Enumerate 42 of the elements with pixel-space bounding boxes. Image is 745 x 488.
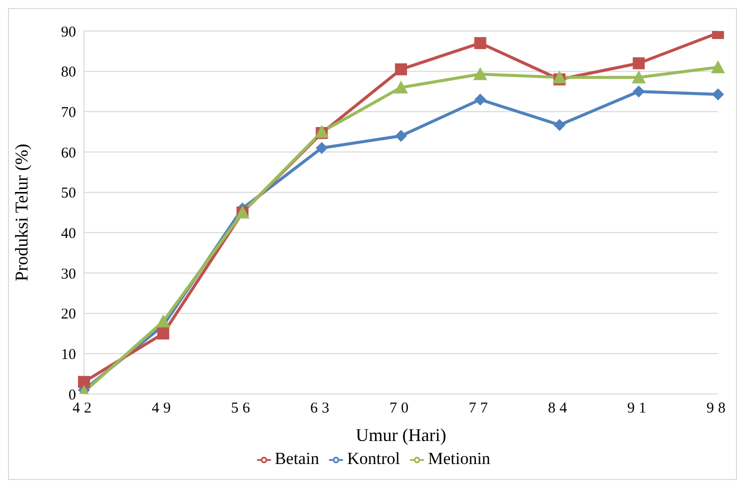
legend-label: Betain — [274, 449, 320, 468]
y-tick-label: 80 — [61, 64, 76, 81]
y-tick-label: 0 — [68, 387, 76, 404]
x-tick-label: 63 — [310, 400, 334, 417]
point — [632, 86, 645, 98]
y-tick-label: 20 — [61, 306, 76, 323]
y-tick-label: 40 — [61, 226, 76, 242]
point — [395, 130, 407, 142]
y-tick-label: 10 — [61, 346, 76, 363]
point — [78, 376, 90, 388]
point — [554, 118, 566, 131]
point — [394, 80, 408, 94]
point — [156, 314, 170, 328]
x-tick-label: 91 — [627, 400, 650, 417]
x-tick-label: 56 — [231, 400, 254, 417]
y-tick-label: 90 — [61, 24, 76, 40]
point — [632, 70, 646, 84]
point — [632, 57, 645, 70]
x-tick-label: 77 — [468, 400, 492, 417]
x-axis-title: Umur (Hari) — [356, 425, 446, 445]
point — [712, 88, 724, 100]
legend-label: Metionin — [428, 449, 490, 468]
x-tick-label: 98 — [706, 400, 730, 417]
x-tick-label: 84 — [548, 400, 571, 417]
y-axis-title: Produksi Telur (%) — [11, 144, 32, 282]
point — [314, 124, 329, 138]
y-tick-label: 30 — [61, 266, 76, 282]
point — [552, 70, 566, 84]
y-tick-label: 60 — [61, 145, 76, 162]
point — [395, 63, 407, 76]
y-tick-label: 70 — [61, 104, 76, 121]
legend-label: Kontrol — [347, 449, 400, 468]
point — [157, 328, 170, 340]
point — [316, 142, 328, 154]
y-tick-label: 50 — [61, 186, 76, 202]
x-tick-label: 70 — [390, 400, 412, 417]
point — [473, 67, 488, 80]
point — [474, 37, 486, 50]
point — [474, 94, 486, 106]
x-tick-label: 42 — [72, 400, 96, 417]
point — [711, 60, 725, 74]
x-tick-label: 49 — [152, 400, 175, 417]
